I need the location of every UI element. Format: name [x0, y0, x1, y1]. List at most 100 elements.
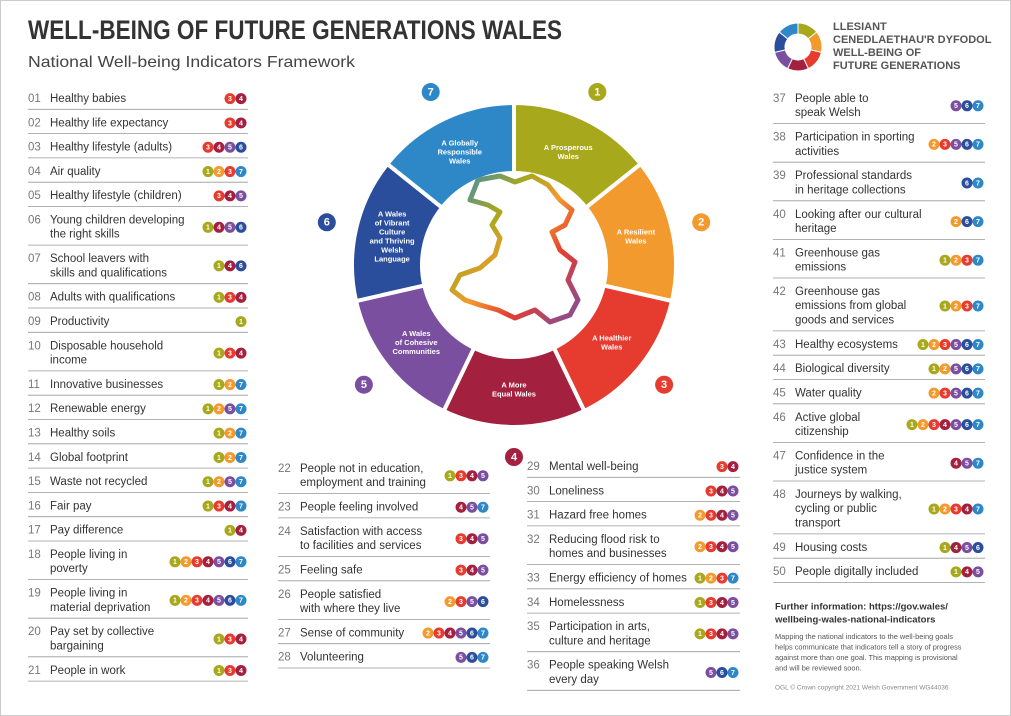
- goal-dot: [202, 594, 214, 606]
- indicator-number: 27: [278, 627, 291, 639]
- goal-dot-number: 6: [965, 342, 969, 349]
- indicator-number: 43: [773, 339, 786, 351]
- goal-dot-number: 1: [943, 303, 947, 310]
- goal-dot-number: 3: [459, 567, 463, 574]
- goal-dot-number: 6: [481, 599, 485, 606]
- goal-dot: [939, 387, 951, 399]
- goal-dot: [213, 141, 225, 153]
- goal-dot: [961, 566, 973, 578]
- goal-dot-number: 4: [943, 422, 947, 429]
- note: against more than one goal. This mapping…: [775, 653, 958, 662]
- goal-dot-number: 3: [228, 668, 232, 675]
- goal-dot: [169, 594, 181, 606]
- goal-dot: [939, 254, 951, 266]
- goal-dot: [716, 628, 728, 640]
- goal-dot: [224, 594, 236, 606]
- goal-dot-number: 4: [470, 536, 474, 543]
- goal-dot-number: 3: [228, 350, 232, 357]
- goal-badge: [655, 375, 674, 394]
- goal-dot-number: 3: [195, 598, 199, 605]
- goal-dot: [202, 500, 214, 512]
- logo-segment: [778, 22, 799, 40]
- goal-dot-number: 7: [976, 422, 980, 429]
- goal-name: A Wales: [402, 329, 431, 338]
- goal-dot-number: 7: [239, 503, 243, 510]
- goal-dot-number: 2: [184, 598, 188, 605]
- goal-dot: [224, 141, 236, 153]
- indicator-label: Waste not recycled: [50, 476, 147, 488]
- indicator-label: skills and qualifications: [50, 267, 167, 279]
- goal-dot-number: 7: [731, 575, 735, 582]
- indicator-number: 47: [773, 450, 786, 462]
- subtitle: National Well-being Indicators Framework: [28, 54, 356, 71]
- goal-dot-number: 3: [459, 536, 463, 543]
- indicator-number: 50: [773, 566, 786, 578]
- goal-dot: [202, 556, 214, 568]
- goal-dot: [235, 451, 247, 463]
- goal-dot: [727, 628, 739, 640]
- goal-dot: [972, 100, 984, 112]
- indicator-label: Healthy babies: [50, 93, 126, 105]
- goal-dot-number: 1: [206, 503, 210, 510]
- goal-dot: [939, 138, 951, 150]
- goal-dot: [202, 403, 214, 415]
- indicator-label: emissions from global: [795, 300, 906, 312]
- indicator-label: in heritage collections: [795, 184, 906, 196]
- goal-dot: [235, 500, 247, 512]
- goal-dot: [235, 166, 247, 178]
- goal-dot: [235, 291, 247, 303]
- goal-dot-number: 5: [954, 390, 958, 397]
- goal-dot-number: 7: [239, 455, 243, 462]
- goal-dot-number: 3: [965, 303, 969, 310]
- indicator-number: 32: [527, 534, 540, 546]
- goal-dot-number: 7: [976, 506, 980, 513]
- goal-dot: [235, 476, 247, 488]
- goal-dot: [235, 117, 247, 129]
- goal-dot-number: 2: [932, 390, 936, 397]
- indicator-label: Loneliness: [549, 485, 604, 497]
- indicator-number: 21: [28, 665, 41, 677]
- indicator-label: Biological diversity: [795, 363, 890, 375]
- goal-dot-number: 4: [470, 567, 474, 574]
- indicator-label: Fair pay: [50, 500, 92, 512]
- further-info: wellbeing-wales-national-indicators: [774, 615, 935, 626]
- indicator-label: People satisfied: [300, 589, 381, 601]
- goal-dot-number: 4: [228, 193, 232, 200]
- goal-dot: [972, 363, 984, 375]
- indicator-label: to facilities and services: [300, 540, 422, 552]
- goal-dot: [950, 100, 962, 112]
- goal-dot: [972, 216, 984, 228]
- goal-dot-number: 5: [459, 630, 463, 637]
- goal-dot: [928, 419, 940, 431]
- goal-dot: [727, 541, 739, 553]
- goal-dot: [224, 403, 236, 415]
- goal-dot-number: 5: [228, 479, 232, 486]
- indicator-label: Healthy lifestyle (adults): [50, 142, 172, 154]
- indicator-number: 12: [28, 403, 41, 415]
- goal-dot-number: 5: [481, 473, 485, 480]
- goal-dot-number: 4: [228, 503, 232, 510]
- goal-dot: [455, 596, 467, 608]
- goal-dot: [235, 427, 247, 439]
- indicator-label: People living in: [50, 588, 127, 600]
- goal-dot: [972, 254, 984, 266]
- goal-dot-number: 4: [954, 545, 958, 552]
- goal-dot-number: 1: [921, 342, 925, 349]
- goal-dot: [235, 633, 247, 645]
- goal-name: Welsh: [381, 246, 403, 255]
- indicator-label: Renewable energy: [50, 403, 146, 415]
- goal-dot: [972, 566, 984, 578]
- goal-dot-number: 7: [976, 258, 980, 265]
- goal-dot-number: 7: [976, 142, 980, 149]
- goal-dot-number: 4: [470, 473, 474, 480]
- goal-dot: [705, 572, 717, 584]
- goal-dot-number: 7: [976, 180, 980, 187]
- goal-dot: [466, 596, 478, 608]
- goal-dot: [477, 596, 489, 608]
- goal-dot: [716, 667, 728, 678]
- indicator-label: Feeling safe: [300, 565, 363, 577]
- goal-badge: [588, 83, 607, 102]
- goal-dot-number: 2: [709, 575, 713, 582]
- goal-dot-number: 7: [976, 390, 980, 397]
